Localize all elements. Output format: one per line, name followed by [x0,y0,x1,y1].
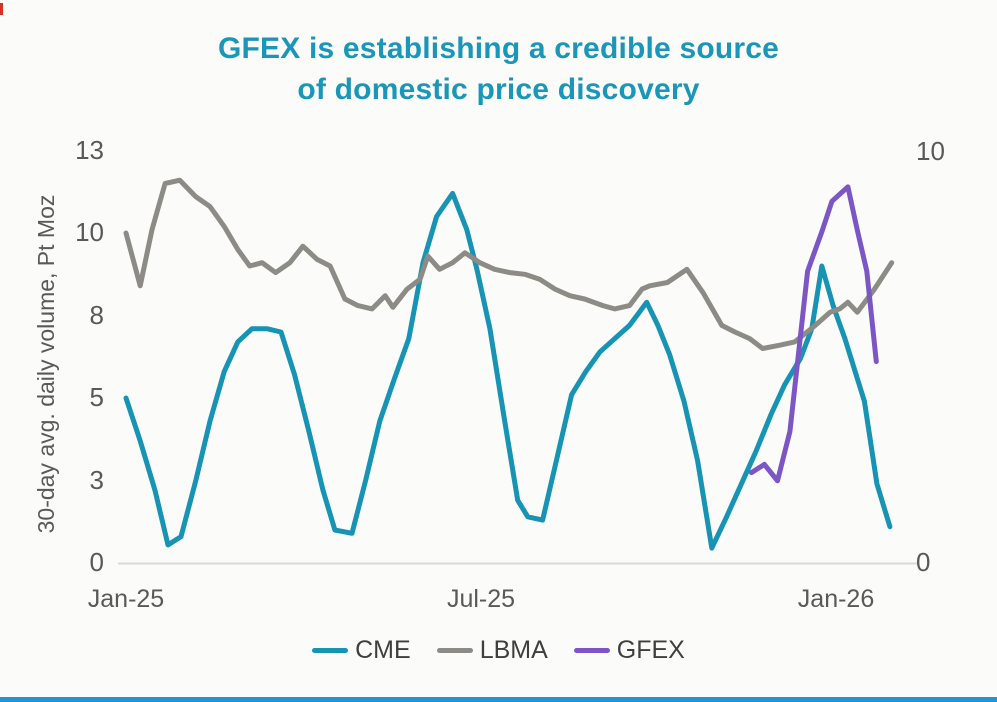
right-axis-tick-label: 10 [916,136,945,166]
legend-label-lbma: LBMA [479,636,548,664]
x-axis-tick-label: Jan-25 [87,585,165,613]
left-axis-tick-label: 8 [89,299,104,330]
legend: CME LBMA GFEX [0,636,997,665]
slide-corner-red-tick [0,3,3,15]
chart-title: GFEX is establishing a credible source o… [0,28,997,110]
right-axis-tick-label: 0 [916,547,931,577]
legend-label-cme: CME [355,636,411,664]
left-axis-tick-label: 10 [75,217,104,247]
slide-bottom-accent-bar [0,697,997,702]
legend-swatch-cme [312,648,349,653]
legend-item-lbma: LBMA [436,636,548,665]
legend-swatch-gfex [573,648,610,653]
legend-item-gfex: GFEX [573,636,685,665]
legend-swatch-lbma [436,648,473,653]
legend-label-gfex: GFEX [616,636,685,664]
series-line-gfex [748,184,879,484]
chart-title-line1: GFEX is establishing a credible source [217,32,780,65]
series-line-lbma [123,177,895,351]
left-axis-tick-label: 0 [89,547,104,577]
legend-item-cme: CME [312,636,411,665]
left-axis-tick-label: 13 [75,134,104,165]
left-axis-tick-label: 3 [89,464,104,495]
series-line-cme [123,190,893,551]
x-axis-tick-label: Jan-26 [797,585,875,613]
x-axis-tick-label: Jul-25 [446,585,516,613]
chart-title-line2: of domestic price discovery [297,73,700,106]
left-axis-tick-label: 5 [89,382,104,412]
